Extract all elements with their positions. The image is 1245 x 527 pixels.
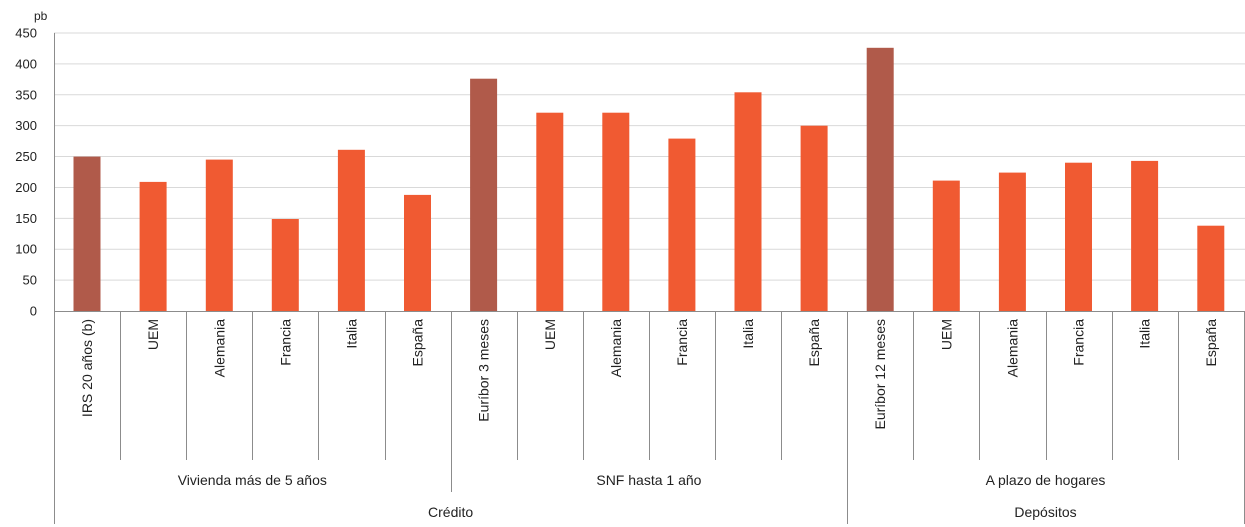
x-tick-label: Alemania <box>211 319 227 378</box>
x-tick-label: Italia <box>740 319 756 349</box>
group-label: A plazo de hogares <box>986 472 1106 488</box>
bar-4 <box>337 149 365 311</box>
y-tick-label: 200 <box>15 180 37 195</box>
category-labels: IRS 20 años (b) UEM Alemania Francia Italia E… <box>79 319 1219 430</box>
bar-9 <box>668 138 696 311</box>
y-tick-label: 50 <box>23 273 37 288</box>
bar-12 <box>866 47 894 312</box>
bar-11 <box>800 125 828 311</box>
bar-15 <box>1065 162 1092 311</box>
y-tick-label: 0 <box>30 304 37 319</box>
x-tick-label: España <box>1203 319 1219 367</box>
x-tick-label: Euríbor 3 meses <box>476 319 492 422</box>
bar-16 <box>1131 160 1159 311</box>
group-labels: Vivienda más de 5 años SNF hasta 1 año A p… <box>178 472 1106 520</box>
bar-8 <box>602 112 630 311</box>
x-tick-label: Francia <box>277 319 293 366</box>
y-axis-ticks: 0 50 100 150 200 250 300 350 400 450 <box>15 26 37 319</box>
x-tick-label: Alemania <box>1004 319 1020 378</box>
bar-13 <box>932 180 960 311</box>
bar-10 <box>734 92 762 311</box>
y-tick-label: 100 <box>15 242 37 257</box>
bar-5 <box>404 194 431 311</box>
x-tick-label: Italia <box>1137 319 1153 349</box>
x-tick-label: Francia <box>1071 319 1087 366</box>
x-tick-label: Alemania <box>608 319 624 378</box>
y-tick-label: 300 <box>15 118 37 133</box>
axes <box>54 33 1245 524</box>
bar-14 <box>998 172 1026 311</box>
bars <box>73 47 1225 312</box>
bar-1 <box>139 181 167 311</box>
y-tick-label: 350 <box>15 87 37 102</box>
y-axis-unit-label: pb <box>34 9 48 23</box>
supergroup-label: Crédito <box>428 504 473 520</box>
y-tick-label: 250 <box>15 149 37 164</box>
y-tick-label: 450 <box>15 26 37 41</box>
y-tick-label: 150 <box>15 211 37 226</box>
x-tick-label: Italia <box>343 319 359 349</box>
bar-0 <box>73 156 101 311</box>
bar-2 <box>205 159 233 311</box>
x-tick-label: UEM <box>542 319 558 350</box>
y-tick-label: 400 <box>15 56 37 71</box>
bar-6 <box>470 78 498 311</box>
x-tick-label: UEM <box>145 319 161 350</box>
bar-17 <box>1197 225 1225 311</box>
x-tick-label: España <box>410 319 426 367</box>
x-tick-label: España <box>806 319 822 367</box>
supergroup-label: Depósitos <box>1014 504 1076 520</box>
bar-7 <box>536 112 564 311</box>
x-tick-label: IRS 20 años (b) <box>79 319 95 417</box>
group-label: SNF hasta 1 año <box>596 472 701 488</box>
group-label: Vivienda más de 5 años <box>178 472 327 488</box>
x-tick-label: Euríbor 12 meses <box>872 319 888 430</box>
gridlines <box>54 32 1245 281</box>
x-tick-label: Francia <box>674 319 690 366</box>
x-tick-label: UEM <box>938 319 954 350</box>
bar-3 <box>271 219 299 311</box>
